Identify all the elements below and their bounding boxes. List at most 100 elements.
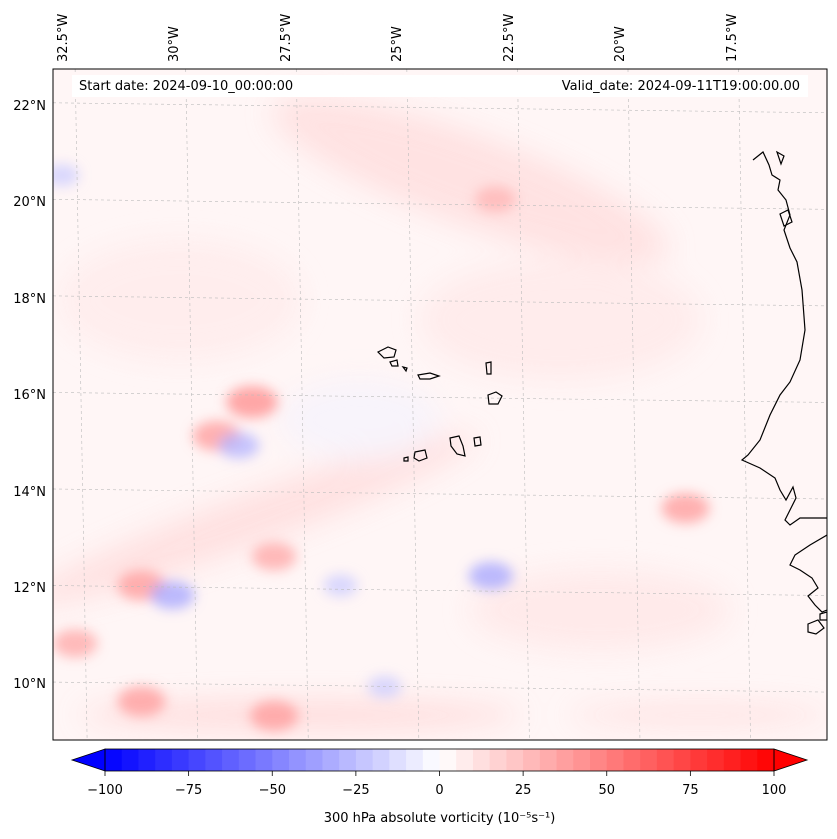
lat-label: 12°N (13, 581, 46, 596)
colorbar-tick-labels: −100 −75 −50 −25 0 25 50 75 100 (87, 783, 786, 798)
lon-label: 22.5°W (502, 14, 517, 62)
colorbar-cell (556, 749, 574, 771)
colorbar-cell (506, 749, 524, 771)
colorbar-cell (707, 749, 725, 771)
colorbar-cell (339, 749, 357, 771)
colorbar-cell (623, 749, 641, 771)
start-date-label: Start date: 2024-09-10_00:00:00 (79, 79, 293, 94)
colorbar-cell (523, 749, 541, 771)
colorbar-extend-min (70, 748, 106, 772)
positive-vorticity-blob (661, 493, 710, 524)
meridian-gridline (185, 69, 198, 740)
lon-label: 20°W (613, 26, 628, 62)
colorbar-cell (690, 749, 708, 771)
colorbar-tick-label: −75 (175, 783, 202, 798)
lon-label: 27.5°W (279, 14, 294, 62)
positive-vorticity-blob (226, 386, 278, 419)
colorbar-cell (723, 749, 742, 771)
colorbar-cell (121, 749, 139, 771)
lat-label: 10°N (13, 677, 46, 692)
colorbar-cell (740, 749, 758, 771)
island-boa-vista (487, 391, 503, 405)
negative-vorticity-blob (53, 164, 79, 187)
colorbar-cell (489, 749, 507, 771)
colorbar-cell (439, 749, 457, 771)
colorbar-tick-label: −25 (342, 783, 369, 798)
colorbar-cell (656, 749, 675, 771)
colorbar-cell (205, 749, 223, 771)
header-banner (72, 75, 808, 97)
map-panel[interactable] (16, 66, 830, 740)
island-santo-antao (376, 346, 397, 359)
lon-label: 30°W (167, 26, 182, 62)
colorbar-tick-label: 0 (435, 783, 443, 798)
colorbar-cell (255, 749, 273, 771)
colorbar-cell (155, 749, 173, 771)
colorbar-tick-label: −100 (87, 783, 123, 798)
colorbar-label: 300 hPa absolute vorticity (10⁻⁵s⁻¹) (324, 811, 556, 826)
longitude-labels: 32.5°W 30°W 27.5°W 25°W 22.5°W 20°W 17.5… (56, 14, 740, 62)
map-frame (52, 68, 828, 741)
island-maio (473, 436, 482, 447)
positive-vorticity-blob (250, 700, 299, 731)
lon-label: 32.5°W (56, 14, 71, 62)
colorbar-cell (757, 749, 775, 771)
positive-vorticity-blob (117, 686, 166, 717)
negative-vorticity-blob (323, 574, 358, 597)
colorbar-tick-label: 25 (515, 783, 532, 798)
meridian-gridline (295, 69, 309, 740)
meridian-gridline (74, 69, 88, 740)
lat-label: 18°N (13, 292, 46, 307)
meridian-gridline (517, 69, 530, 740)
latitude-labels: 22°N 20°N 18°N 16°N 14°N 12°N 10°N (13, 99, 46, 692)
lon-label: 17.5°W (725, 14, 740, 62)
colorbar-tick-label: 50 (599, 783, 616, 798)
colorbar-cells (105, 749, 775, 771)
island-fogo (413, 449, 428, 462)
lon-label: 25°W (390, 26, 405, 62)
negative-vorticity-blob (468, 561, 514, 590)
meridian-gridline (738, 69, 751, 740)
island-santa-luzia (401, 366, 408, 373)
colorbar-tick-label: −50 (259, 783, 286, 798)
colorbar-cell (456, 749, 474, 771)
coastline-detail-guinea-bissau (789, 534, 827, 613)
island-sao-vicente (389, 359, 399, 367)
colorbar-tick-label: 75 (682, 783, 699, 798)
colorbar-cell (105, 749, 123, 771)
colorbar-cell (539, 749, 558, 771)
vorticity-features (53, 164, 710, 731)
meridian-gridline (627, 69, 641, 740)
colorbar-cell (138, 749, 156, 771)
colorbar-cell (272, 749, 290, 771)
colorbar-cell (222, 749, 240, 771)
africa-coastline (740, 151, 827, 526)
lat-label: 22°N (13, 99, 46, 114)
cape-verde-islands (376, 346, 503, 462)
positive-vorticity-blob (53, 629, 98, 658)
negative-vorticity-blob (367, 675, 402, 698)
negative-vorticity-blob (218, 432, 260, 459)
colorbar-cell (305, 749, 323, 771)
colorbar-cell (606, 749, 624, 771)
colorbar-cell (372, 749, 390, 771)
colorbar-cell (472, 749, 491, 771)
vorticity-field (53, 96, 827, 729)
colorbar: −100 −75 −50 −25 0 25 50 75 100 300 hPa … (70, 748, 809, 826)
colorbar-cell (573, 749, 591, 771)
colorbar-cell (640, 749, 658, 771)
gridlines (53, 69, 827, 740)
island-santiago (449, 435, 466, 457)
colorbar-cell (590, 749, 608, 771)
colorbar-cell (288, 749, 307, 771)
lat-label: 20°N (13, 195, 46, 210)
island-brava (403, 456, 409, 462)
colorbar-cell (171, 749, 190, 771)
colorbar-ticks (104, 771, 775, 776)
colorbar-cell (322, 749, 340, 771)
coastline-detail-bijagos (807, 611, 827, 635)
coastline-detail-canary-edge (775, 150, 793, 227)
colorbar-cell (389, 749, 407, 771)
valid-date-label: Valid_date: 2024-09-11T19:00:00.00 (562, 79, 800, 94)
